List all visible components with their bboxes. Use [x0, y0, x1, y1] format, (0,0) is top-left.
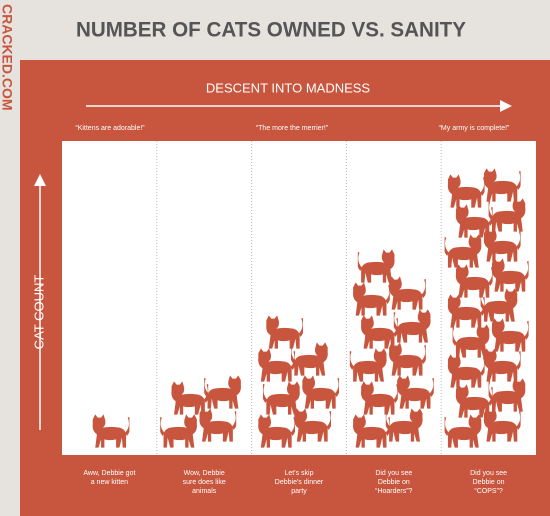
caption: sure does like — [183, 479, 226, 486]
x-arrowhead — [500, 100, 512, 112]
caption: animals — [192, 488, 217, 495]
caption: “Hoarders”? — [375, 488, 412, 495]
caption: Debbie on — [378, 479, 410, 486]
quote: “The more the merrier!” — [256, 125, 329, 132]
quote: “Kittens are adorable!” — [75, 125, 145, 132]
caption: Did you see — [470, 470, 507, 477]
caption: Debbie on — [473, 479, 505, 486]
caption: Let's skip — [285, 470, 314, 477]
x-axis-label: DESCENT INTO MADNESS — [206, 80, 371, 95]
caption: Debbie's dinner — [275, 479, 324, 486]
y-axis-label: CAT COUNT — [31, 275, 46, 350]
brand-logo: CRACKED.COM — [0, 4, 15, 111]
caption: Wow, Debbie — [184, 470, 225, 477]
caption: Did you see — [375, 470, 412, 477]
y-arrowhead — [34, 174, 46, 186]
title: NUMBER OF CATS OWNED VS. SANITY — [76, 19, 466, 42]
caption: “COPS”? — [474, 488, 503, 495]
caption: a new kitten — [91, 479, 128, 486]
caption: party — [291, 488, 307, 495]
caption: Aww, Debbie got — [83, 470, 135, 477]
quote: “My army is complete!” — [439, 125, 510, 132]
